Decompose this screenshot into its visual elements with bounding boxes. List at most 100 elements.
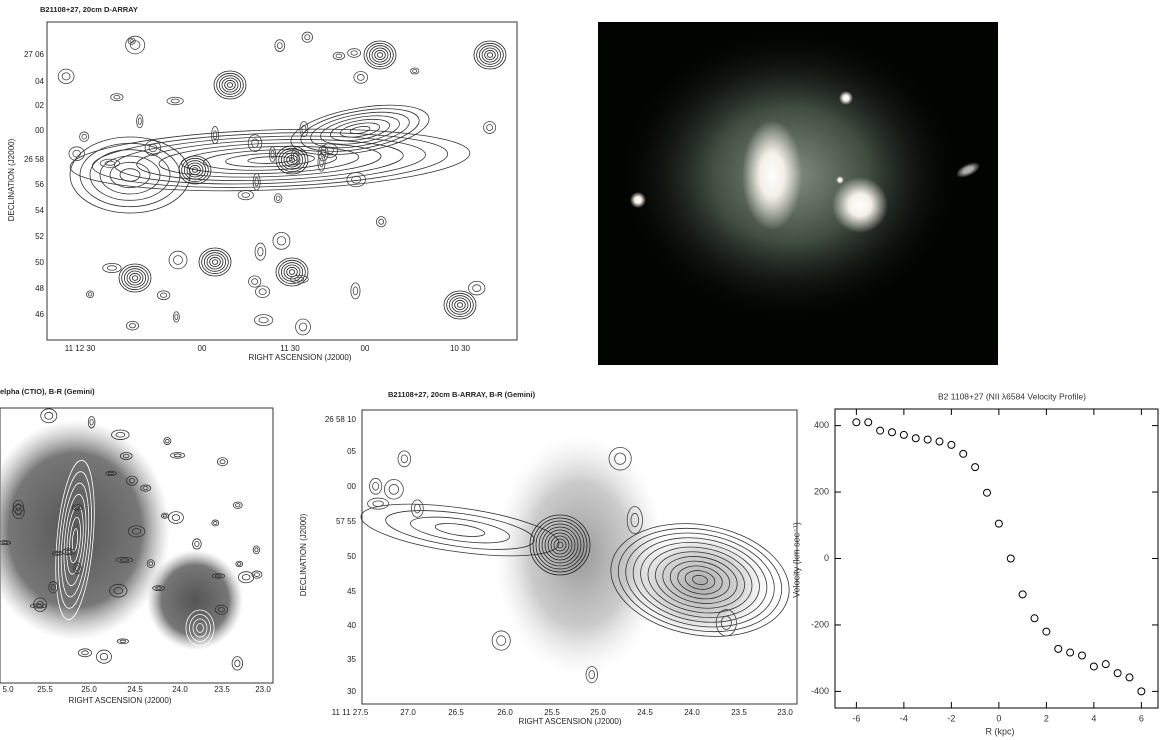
galaxy-core	[742, 120, 802, 230]
data-point	[1114, 670, 1121, 677]
data-point	[984, 489, 991, 496]
data-point	[995, 520, 1002, 527]
velocity-chart: B2 1108+27 (NII λ6584 Velocity Profile) …	[791, 391, 1158, 736]
overlay-left-panel: elpha (CTIO), B-R (Gemini) RIGHT ASCENSI…	[0, 387, 273, 705]
x-tick-label: 24.5	[637, 708, 653, 717]
data-point	[853, 419, 860, 426]
data-point	[972, 464, 979, 471]
x-axis-label: RIGHT ASCENSION (J2000)	[69, 696, 172, 705]
y-axis-label: Velocity (km sec⁻¹)	[791, 522, 801, 598]
data-point	[1126, 674, 1133, 681]
y-tick-label: 57 55	[336, 517, 357, 526]
x-tick-label: 00	[198, 344, 207, 353]
y-tick-label: 35	[347, 655, 356, 664]
y-tick-label: 48	[35, 284, 44, 293]
x-tick-label: 6	[1139, 713, 1144, 723]
x-tick-label: 23.5	[214, 685, 230, 694]
overlay-mid-panel: B21108+27, 20cm B-ARRAY, B-R (Gemini) RI…	[299, 390, 798, 726]
y-tick-label: 00	[35, 126, 44, 135]
y-tick-label: 46	[35, 310, 44, 319]
x-tick-label: 0	[996, 713, 1001, 723]
y-tick-label: 26 58	[24, 155, 45, 164]
x-axis-label: R (kpc)	[986, 726, 1015, 736]
chart-title: B2 1108+27 (NII λ6584 Velocity Profile)	[938, 391, 1086, 401]
x-axis-label: RIGHT ASCENSION (J2000)	[249, 353, 352, 362]
x-tick-label: 2	[1044, 713, 1049, 723]
x-tick-label: -6	[852, 713, 860, 723]
data-point	[877, 427, 884, 434]
x-tick-label: 10 30	[450, 344, 471, 353]
y-axis-label: DECLINATION (J2000)	[7, 138, 16, 221]
data-point	[912, 435, 919, 442]
x-tick-label: 25.5	[544, 708, 560, 717]
x-tick-label: 24.5	[127, 685, 143, 694]
data-point	[1138, 688, 1145, 695]
y-tick-label: 0	[824, 553, 829, 563]
y-tick-label: 45	[347, 587, 356, 596]
y-tick-label: 56	[35, 180, 44, 189]
data-point	[1102, 661, 1109, 668]
page: {"radio_map": {"title": "B21108+27, 20cm…	[0, 0, 1163, 740]
data-point	[1055, 645, 1062, 652]
optical-image	[598, 22, 998, 365]
panel-title: B21108+27, 20cm D-ARRAY	[40, 5, 138, 14]
data-point	[1043, 628, 1050, 635]
y-tick-label: 200	[814, 486, 829, 496]
y-tick-label: 00	[347, 482, 356, 491]
x-tick-label: 24.0	[684, 708, 700, 717]
y-tick-label: 54	[35, 206, 44, 215]
galaxy-image	[147, 550, 243, 650]
data-point	[889, 429, 896, 436]
frame	[47, 22, 517, 340]
data-point	[1090, 663, 1097, 670]
y-tick-label: 50	[347, 552, 356, 561]
x-tick-label: 26.0	[497, 708, 513, 717]
x-tick-label: 25.0	[590, 708, 606, 717]
data-point	[936, 438, 943, 445]
x-tick-label: -4	[900, 713, 908, 723]
y-tick-label: -200	[811, 619, 829, 629]
x-tick-label: 23.0	[255, 685, 271, 694]
x-tick-label: 23.0	[777, 708, 793, 717]
radio-map-panel: B21108+27, 20cm D-ARRAY RIGHT ASCENSION …	[7, 5, 517, 362]
data-point	[1079, 652, 1086, 659]
x-tick-label: 26.5	[448, 708, 464, 717]
y-tick-label: 27 06	[24, 50, 45, 59]
x-tick-label: 00	[361, 344, 370, 353]
data-point	[960, 450, 967, 457]
panel-title: B21108+27, 20cm B-ARRAY, B-R (Gemini)	[388, 390, 536, 399]
y-tick-label: 400	[814, 420, 829, 430]
y-tick-label: -400	[811, 686, 829, 696]
panel-title: elpha (CTIO), B-R (Gemini)	[0, 387, 95, 396]
y-tick-label: 26 58 10	[325, 415, 357, 424]
star	[839, 91, 853, 105]
data-point	[865, 419, 872, 426]
y-tick-label: 04	[35, 77, 44, 86]
x-tick-label: 25.5	[37, 685, 53, 694]
data-point	[948, 441, 955, 448]
galaxy-core	[832, 177, 888, 233]
y-tick-label: 40	[347, 621, 356, 630]
star	[630, 192, 646, 208]
y-tick-label: 50	[35, 258, 44, 267]
x-tick-label: 23.5	[731, 708, 747, 717]
x-axis-label: RIGHT ASCENSION (J2000)	[519, 717, 622, 726]
x-tick-label: 4	[1091, 713, 1096, 723]
y-tick-label: 02	[35, 101, 44, 110]
x-tick-label: 11 11 27.5	[332, 708, 369, 717]
y-axis-label: DECLINATION (J2000)	[299, 513, 308, 596]
figure: B21108+27, 20cm D-ARRAY RIGHT ASCENSION …	[0, 0, 1163, 740]
x-tick-label: 11 12 30	[65, 344, 96, 353]
x-tick-label: -2	[947, 713, 955, 723]
star	[836, 176, 844, 184]
y-tick-label: 05	[347, 447, 356, 456]
data-point	[1067, 649, 1074, 656]
data-point	[1019, 591, 1026, 598]
data-point	[924, 436, 931, 443]
data-point	[1031, 615, 1038, 622]
x-tick-label: 25.0	[81, 685, 97, 694]
data-point	[1007, 555, 1014, 562]
y-tick-label: 52	[35, 232, 44, 241]
x-tick-label: 5.0	[2, 685, 14, 694]
x-tick-label: 11 30	[280, 344, 300, 353]
